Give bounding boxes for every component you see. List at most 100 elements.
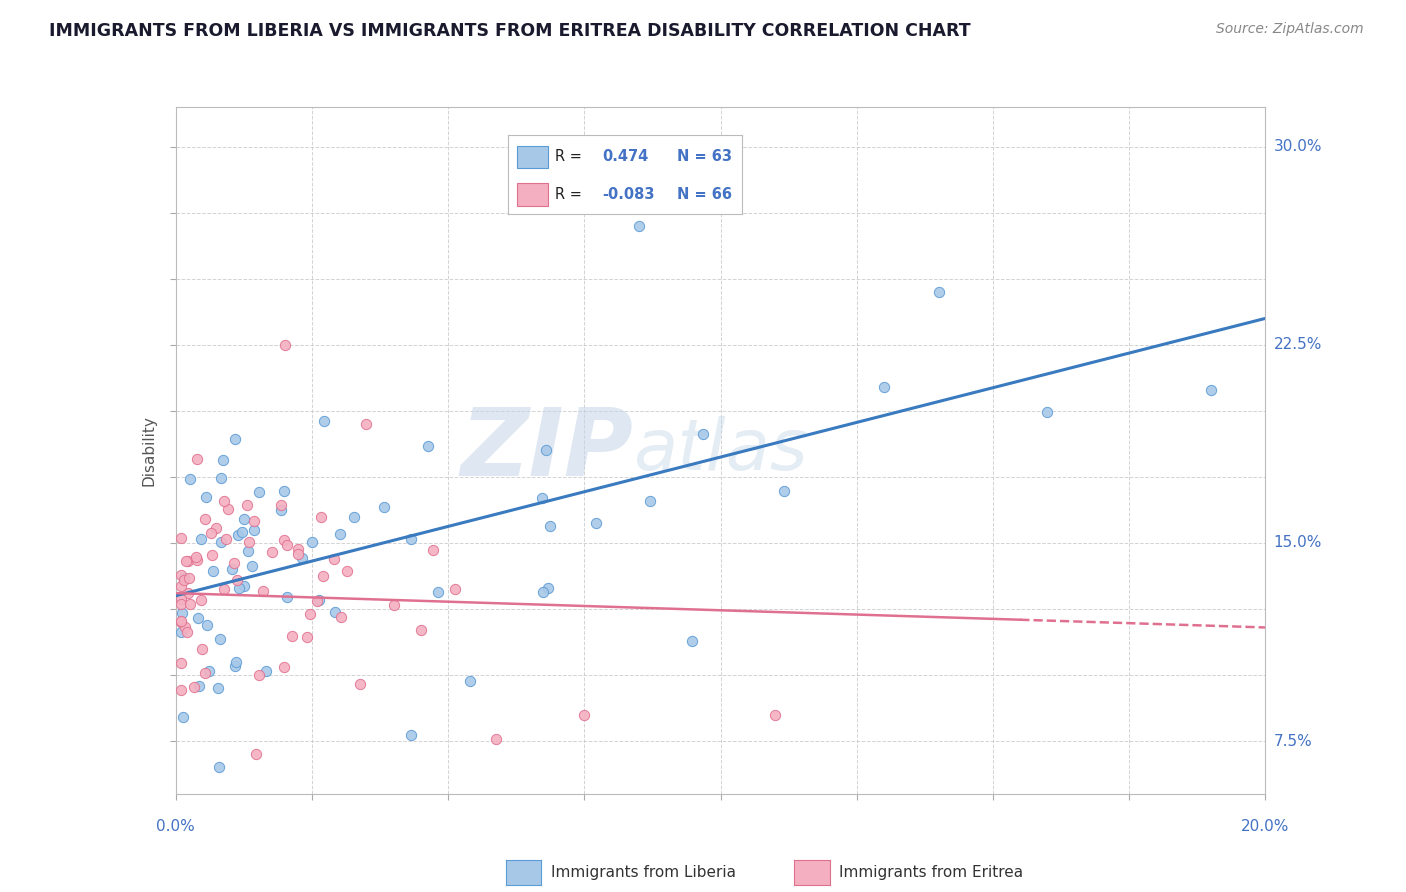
Point xyxy=(214,582,236,596)
Point xyxy=(537,581,560,595)
Text: 22.5%: 22.5% xyxy=(1274,337,1322,352)
Point xyxy=(399,728,422,742)
Point xyxy=(356,417,378,431)
Point xyxy=(170,614,193,628)
Point xyxy=(200,526,222,541)
Point xyxy=(197,618,219,632)
Point xyxy=(190,592,212,607)
Point xyxy=(226,528,249,542)
Text: Immigrants from Eritrea: Immigrants from Eritrea xyxy=(839,865,1024,880)
Point xyxy=(530,491,553,505)
Point xyxy=(170,578,193,592)
Point xyxy=(212,494,235,508)
Point xyxy=(226,573,249,587)
Point xyxy=(458,674,481,689)
Point xyxy=(262,545,284,559)
Point xyxy=(281,629,304,643)
Point xyxy=(222,556,245,570)
Point xyxy=(254,664,277,678)
Point xyxy=(401,532,423,546)
Point xyxy=(170,615,193,629)
Point xyxy=(173,571,195,585)
Point xyxy=(325,605,347,619)
Point xyxy=(252,583,274,598)
Bar xyxy=(517,145,548,168)
Point xyxy=(638,493,661,508)
Point xyxy=(335,565,357,579)
Point xyxy=(247,485,270,500)
Point xyxy=(177,586,200,600)
Point xyxy=(209,471,232,485)
Point xyxy=(176,554,198,568)
Point xyxy=(186,549,208,564)
Point xyxy=(170,683,193,698)
Point xyxy=(409,623,432,637)
Point xyxy=(273,660,295,674)
Point xyxy=(276,538,298,552)
Point xyxy=(531,585,554,599)
Text: -0.083: -0.083 xyxy=(602,187,654,202)
Point xyxy=(183,680,205,694)
Point xyxy=(314,414,336,428)
Bar xyxy=(517,184,548,205)
Point xyxy=(174,620,197,634)
Point xyxy=(585,516,607,531)
Text: Source: ZipAtlas.com: Source: ZipAtlas.com xyxy=(1216,22,1364,37)
Point xyxy=(763,707,786,722)
Point xyxy=(170,597,193,611)
Point xyxy=(179,597,201,611)
Point xyxy=(242,514,264,528)
Point xyxy=(928,285,950,299)
Point xyxy=(692,426,714,441)
Point xyxy=(188,679,211,693)
Point xyxy=(308,592,330,607)
Point xyxy=(224,659,246,673)
Text: 30.0%: 30.0% xyxy=(1274,139,1322,154)
Point xyxy=(211,453,233,467)
Point xyxy=(228,581,250,595)
Text: 15.0%: 15.0% xyxy=(1274,535,1322,550)
Text: 20.0%: 20.0% xyxy=(1241,819,1289,834)
Point xyxy=(382,598,405,612)
Point xyxy=(177,571,200,585)
Point xyxy=(297,630,319,644)
Point xyxy=(172,606,194,620)
Point xyxy=(1036,405,1059,419)
Point xyxy=(217,502,239,516)
Point xyxy=(422,542,444,557)
Point xyxy=(194,512,217,526)
Point xyxy=(209,535,232,549)
Point xyxy=(312,568,335,582)
Point xyxy=(343,509,366,524)
Point xyxy=(207,681,229,695)
Text: ZIP: ZIP xyxy=(461,404,633,497)
Text: atlas: atlas xyxy=(633,416,808,485)
Text: 0.0%: 0.0% xyxy=(156,819,195,834)
Text: N = 63: N = 63 xyxy=(676,149,731,164)
Text: Immigrants from Liberia: Immigrants from Liberia xyxy=(551,865,737,880)
Point xyxy=(187,611,209,625)
Point xyxy=(238,544,260,558)
Point xyxy=(195,490,218,504)
Point xyxy=(191,642,214,657)
Point xyxy=(215,533,238,547)
Point xyxy=(238,534,260,549)
Point xyxy=(299,607,322,621)
Point xyxy=(231,525,253,540)
Point xyxy=(485,732,508,747)
Point xyxy=(186,452,208,467)
Point xyxy=(772,483,794,498)
Point xyxy=(170,657,193,671)
Point xyxy=(198,664,221,678)
Point xyxy=(681,634,703,648)
Point xyxy=(242,523,264,537)
Text: IMMIGRANTS FROM LIBERIA VS IMMIGRANTS FROM ERITREA DISABILITY CORRELATION CHART: IMMIGRANTS FROM LIBERIA VS IMMIGRANTS FR… xyxy=(49,22,970,40)
Text: 7.5%: 7.5% xyxy=(1274,733,1312,748)
Point xyxy=(190,532,212,546)
Point xyxy=(273,484,295,499)
Point xyxy=(205,521,228,535)
Point xyxy=(373,500,395,514)
Point xyxy=(574,707,596,722)
Point xyxy=(627,219,650,233)
Point xyxy=(245,747,267,762)
